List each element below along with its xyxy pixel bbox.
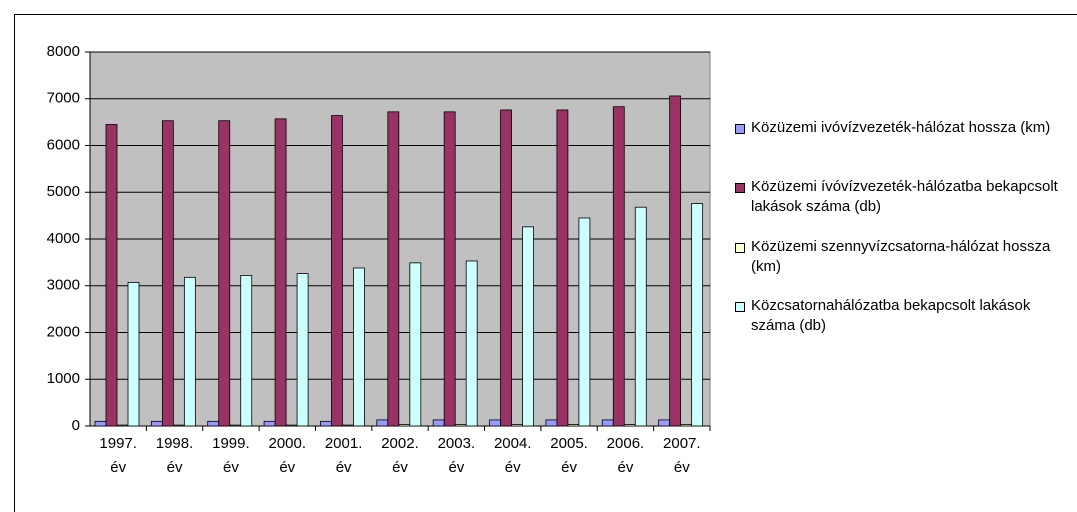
legend-swatch — [735, 183, 745, 193]
legend-label: Közüzemi ivóvízvezeték-hálózat hossza (k… — [751, 119, 1051, 136]
y-tick-label: 8000 — [47, 43, 80, 60]
bar — [116, 424, 129, 427]
bar — [331, 115, 343, 427]
y-tick-label: 7000 — [47, 90, 80, 107]
x-tick-label: 2003. év — [437, 435, 476, 476]
bar — [634, 206, 647, 427]
bar — [691, 203, 704, 427]
legend-swatch — [735, 302, 745, 312]
bar — [489, 419, 501, 427]
bar — [387, 111, 400, 427]
bar — [263, 420, 276, 427]
y-tick-label: 2000 — [47, 323, 80, 340]
bar — [105, 124, 118, 427]
bar — [409, 262, 422, 427]
bar — [127, 282, 140, 427]
bar — [612, 106, 625, 427]
bar — [578, 217, 591, 427]
bar — [240, 275, 253, 427]
bar — [623, 424, 636, 427]
legend-swatch — [735, 124, 745, 134]
x-tick-label: 2002. év — [381, 435, 419, 476]
bar — [296, 273, 309, 427]
x-tick-label: 2001. év — [324, 435, 363, 476]
y-tick-label: 0 — [72, 417, 80, 434]
bar — [432, 419, 445, 427]
bar — [229, 424, 242, 427]
y-tick-label: 1000 — [47, 370, 80, 387]
bar — [342, 424, 354, 427]
bar — [500, 109, 512, 427]
bar — [172, 424, 185, 427]
legend-swatch — [735, 243, 745, 253]
legend-label: Közüzemi ívóvízvezeték-hálózatba bekapcs… — [751, 178, 1058, 215]
x-tick-label: 2000. év — [268, 435, 307, 476]
bar — [161, 120, 174, 427]
bar — [274, 118, 287, 427]
bar — [567, 424, 580, 427]
x-tick-label: 1998. év — [155, 435, 194, 476]
bar — [207, 420, 220, 427]
bar — [545, 419, 558, 427]
x-tick-label: 2004. év — [493, 435, 532, 476]
y-tick-label: 3000 — [47, 277, 80, 294]
bar — [454, 424, 467, 427]
legend-label: Közcsatornahálózatba bekapcsolt lakások … — [751, 297, 1031, 334]
bar — [285, 424, 298, 427]
x-tick-label: 2007. év — [663, 435, 701, 476]
bar — [680, 424, 693, 427]
bar — [183, 276, 196, 427]
bar — [94, 420, 107, 427]
bar — [150, 420, 163, 427]
bar — [320, 420, 332, 427]
bar — [511, 424, 523, 427]
bar — [376, 419, 389, 427]
bar — [522, 226, 534, 427]
bar — [443, 111, 456, 427]
bar — [398, 424, 411, 427]
bar — [601, 419, 614, 427]
bar — [669, 95, 682, 427]
bar — [465, 260, 478, 427]
x-tick-label: 1997. év — [99, 435, 137, 476]
y-tick-label: 4000 — [47, 230, 80, 247]
x-tick-label: 1999. év — [212, 435, 250, 476]
bar — [353, 267, 365, 427]
y-tick-label: 6000 — [47, 136, 80, 153]
bar — [658, 419, 671, 427]
bar — [218, 120, 231, 427]
y-tick-label: 5000 — [47, 183, 80, 200]
legend-label: Közüzemi szennyvízcsatorna-hálózat hossz… — [751, 238, 1051, 275]
bar — [556, 109, 569, 427]
x-tick-label: 2005. év — [550, 435, 588, 476]
x-tick-label: 2006. év — [606, 435, 645, 476]
